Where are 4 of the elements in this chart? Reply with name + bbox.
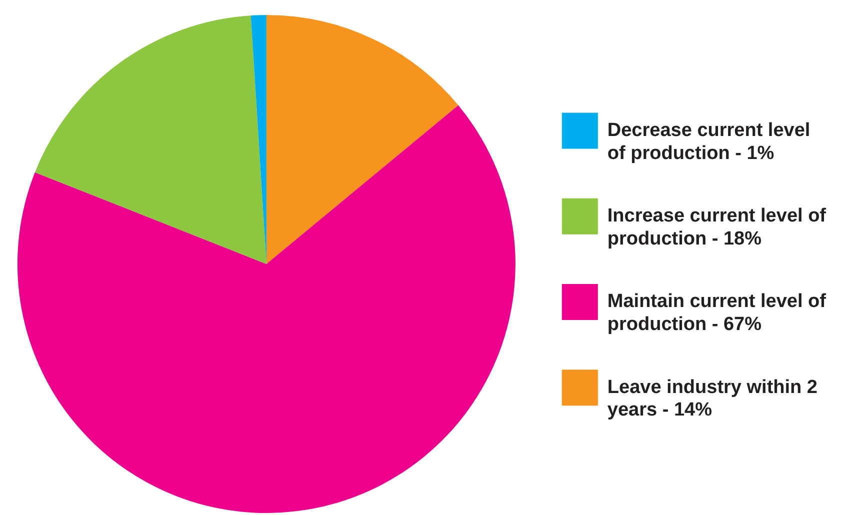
legend-label: Decrease current level of production - 1%: [607, 120, 810, 164]
legend-label: Increase current level of production - 18%: [607, 206, 827, 250]
legend-label: Maintain current level of production - 67%: [607, 291, 827, 336]
legend-label: Leave industry within 2 years - 14%: [607, 376, 818, 421]
